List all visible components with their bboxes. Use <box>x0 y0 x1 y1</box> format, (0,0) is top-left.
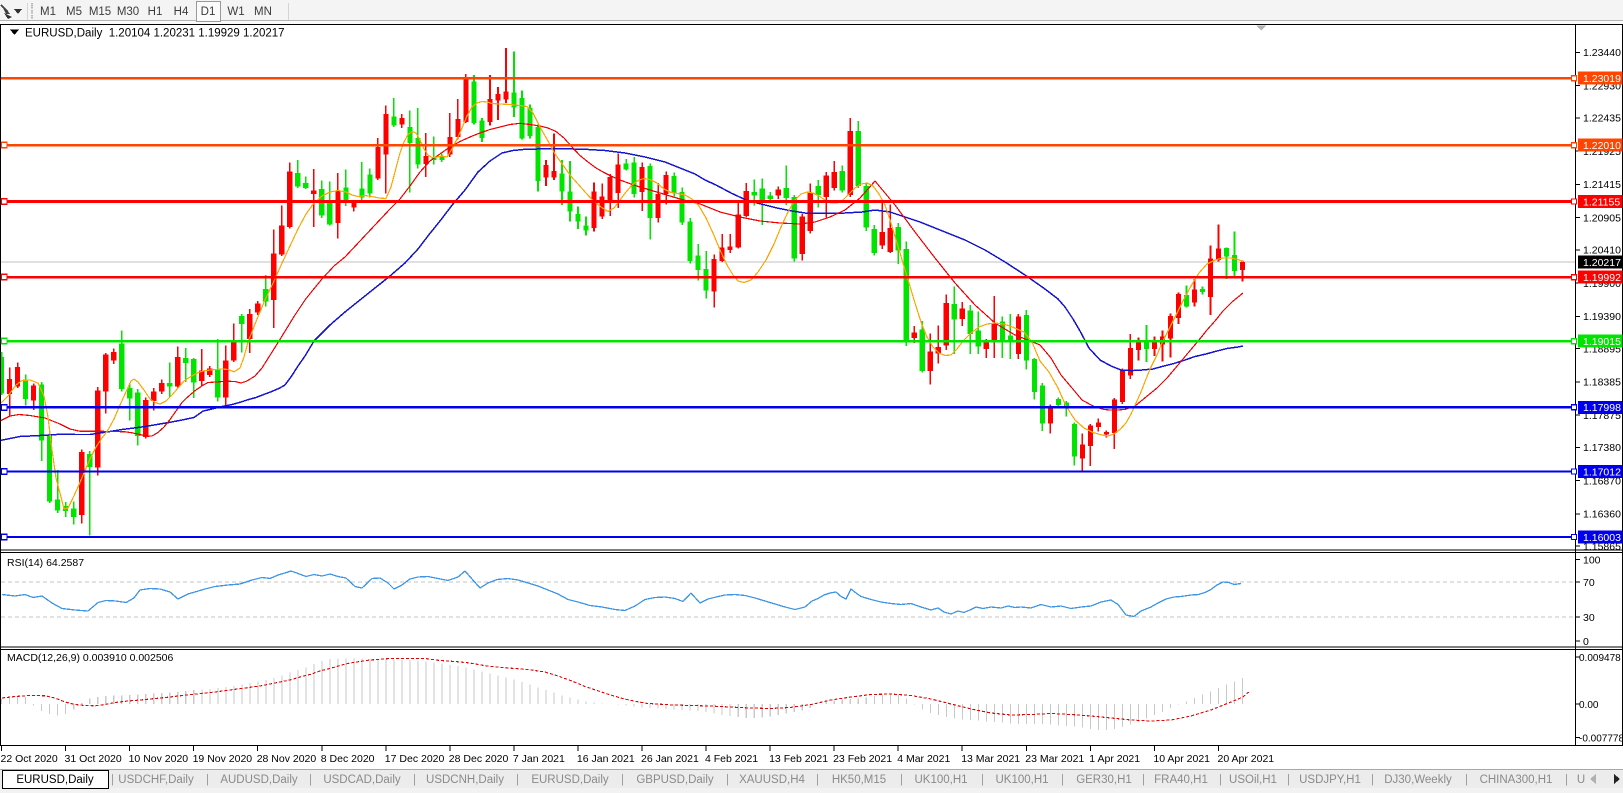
svg-text:7 Jan 2021: 7 Jan 2021 <box>513 753 565 765</box>
svg-text:17 Dec 2020: 17 Dec 2020 <box>385 753 445 765</box>
svg-text:1.17380: 1.17380 <box>1583 442 1621 454</box>
svg-text:USOil,H1: USOil,H1 <box>1229 774 1277 786</box>
svg-text:|: | <box>726 774 729 786</box>
svg-text:1.17998: 1.17998 <box>1583 402 1621 414</box>
svg-text:1.20905: 1.20905 <box>1583 212 1621 224</box>
svg-text:70: 70 <box>1583 577 1595 589</box>
svg-text:1.16360: 1.16360 <box>1583 509 1621 521</box>
svg-text:|: | <box>1061 774 1064 786</box>
svg-text:|: | <box>900 774 903 786</box>
svg-text:USDCNH,Daily: USDCNH,Daily <box>426 774 504 786</box>
svg-text:|: | <box>206 774 209 786</box>
svg-text:FRA40,H1: FRA40,H1 <box>1154 774 1208 786</box>
svg-text:GER30,H1: GER30,H1 <box>1076 774 1132 786</box>
svg-text:1.19390: 1.19390 <box>1583 311 1621 323</box>
svg-text:1.21155: 1.21155 <box>1583 196 1620 208</box>
svg-text:M1: M1 <box>40 6 56 18</box>
svg-text:RSI(14) 64.2587: RSI(14) 64.2587 <box>7 557 84 569</box>
svg-text:0.00: 0.00 <box>1579 700 1599 711</box>
svg-text:|: | <box>1287 774 1290 786</box>
svg-text:26 Jan 2021: 26 Jan 2021 <box>641 753 699 765</box>
svg-text:|: | <box>621 774 624 786</box>
svg-text:1.19992: 1.19992 <box>1583 272 1621 284</box>
svg-text:19 Nov 2020: 19 Nov 2020 <box>193 753 253 765</box>
svg-text:M30: M30 <box>117 6 139 18</box>
svg-text:1.20217: 1.20217 <box>1583 257 1621 269</box>
svg-text:23 Feb 2021: 23 Feb 2021 <box>833 753 892 765</box>
svg-text:|: | <box>111 774 114 786</box>
svg-text:1.23440: 1.23440 <box>1583 47 1621 59</box>
svg-text:1.22010: 1.22010 <box>1583 140 1621 152</box>
svg-text:AUDUSD,Daily: AUDUSD,Daily <box>220 774 298 786</box>
svg-text:28 Dec 2020: 28 Dec 2020 <box>449 753 509 765</box>
svg-text:EURUSD,Daily: EURUSD,Daily <box>16 774 94 786</box>
svg-text:1.23019: 1.23019 <box>1583 73 1621 85</box>
svg-text:31 Oct 2020: 31 Oct 2020 <box>65 753 122 765</box>
svg-text:20 Apr 2021: 20 Apr 2021 <box>1218 753 1275 765</box>
svg-text:H1: H1 <box>148 6 163 18</box>
svg-text:10 Apr 2021: 10 Apr 2021 <box>1153 753 1210 765</box>
svg-text:1.17012: 1.17012 <box>1583 466 1621 478</box>
svg-text:UK100,H1: UK100,H1 <box>914 774 967 786</box>
svg-text:10 Nov 2020: 10 Nov 2020 <box>129 753 189 765</box>
svg-text:4 Feb 2021: 4 Feb 2021 <box>705 753 758 765</box>
svg-text:|: | <box>1565 774 1568 786</box>
svg-text:UK100,H1: UK100,H1 <box>995 774 1048 786</box>
svg-text:1.20410: 1.20410 <box>1583 245 1621 257</box>
svg-text:1.15865: 1.15865 <box>1583 541 1621 553</box>
svg-text:M5: M5 <box>66 6 82 18</box>
svg-text:H4: H4 <box>174 6 189 18</box>
svg-text:|: | <box>309 774 312 786</box>
svg-text:-0.007778: -0.007778 <box>1579 733 1623 744</box>
svg-text:0: 0 <box>1583 636 1589 648</box>
svg-text:100: 100 <box>1583 554 1601 566</box>
svg-text:|: | <box>1142 774 1145 786</box>
svg-text:23 Mar 2021: 23 Mar 2021 <box>1025 753 1084 765</box>
svg-text:XAUUSD,H4: XAUUSD,H4 <box>739 774 805 786</box>
svg-text:USDCHF,Daily: USDCHF,Daily <box>118 774 194 786</box>
svg-text:1.18385: 1.18385 <box>1583 377 1621 389</box>
svg-text:|: | <box>516 774 519 786</box>
svg-text:30: 30 <box>1583 612 1595 624</box>
svg-text:M15: M15 <box>89 6 111 18</box>
svg-text:1.16870: 1.16870 <box>1583 476 1621 488</box>
svg-text:EURUSD,Daily: EURUSD,Daily <box>531 774 609 786</box>
svg-text:GBPUSD,Daily: GBPUSD,Daily <box>636 774 714 786</box>
svg-text:1.21415: 1.21415 <box>1583 179 1621 191</box>
svg-text:13 Mar 2021: 13 Mar 2021 <box>961 753 1020 765</box>
svg-text:|: | <box>1219 774 1222 786</box>
svg-text:|: | <box>1465 774 1468 786</box>
svg-text:HK50,M15: HK50,M15 <box>832 774 886 786</box>
svg-text:DJ30,Weekly: DJ30,Weekly <box>1384 774 1452 786</box>
svg-text:U: U <box>1577 774 1585 786</box>
svg-text:|: | <box>981 774 984 786</box>
svg-text:EURUSD,Daily 1.20104 1.20231: EURUSD,Daily 1.20104 1.20231 1.19929 1.2… <box>25 28 285 40</box>
svg-text:|: | <box>816 774 819 786</box>
svg-text:D1: D1 <box>201 6 216 18</box>
svg-text:W1: W1 <box>227 6 244 18</box>
svg-text:1.22435: 1.22435 <box>1583 113 1621 125</box>
svg-text:|: | <box>1371 774 1374 786</box>
svg-text:4 Mar 2021: 4 Mar 2021 <box>897 753 950 765</box>
svg-text:8 Dec 2020: 8 Dec 2020 <box>321 753 375 765</box>
svg-text:22 Oct 2020: 22 Oct 2020 <box>1 753 58 765</box>
svg-text:28 Nov 2020: 28 Nov 2020 <box>257 753 317 765</box>
svg-text:1.19015: 1.19015 <box>1583 336 1621 348</box>
svg-text:0.009478: 0.009478 <box>1579 653 1621 664</box>
svg-text:1.16003: 1.16003 <box>1583 532 1621 544</box>
svg-text:16 Jan 2021: 16 Jan 2021 <box>577 753 635 765</box>
svg-text:MACD(12,26,9) 0.003910 0.00250: MACD(12,26,9) 0.003910 0.002506 <box>7 652 174 664</box>
svg-text:USDCAD,Daily: USDCAD,Daily <box>323 774 401 786</box>
svg-text:CHINA300,H1: CHINA300,H1 <box>1480 774 1553 786</box>
svg-text:USDJPY,H1: USDJPY,H1 <box>1299 774 1361 786</box>
svg-text:13 Feb 2021: 13 Feb 2021 <box>769 753 828 765</box>
svg-text:1 Apr 2021: 1 Apr 2021 <box>1089 753 1140 765</box>
svg-text:|: | <box>413 774 416 786</box>
svg-text:MN: MN <box>254 6 272 18</box>
